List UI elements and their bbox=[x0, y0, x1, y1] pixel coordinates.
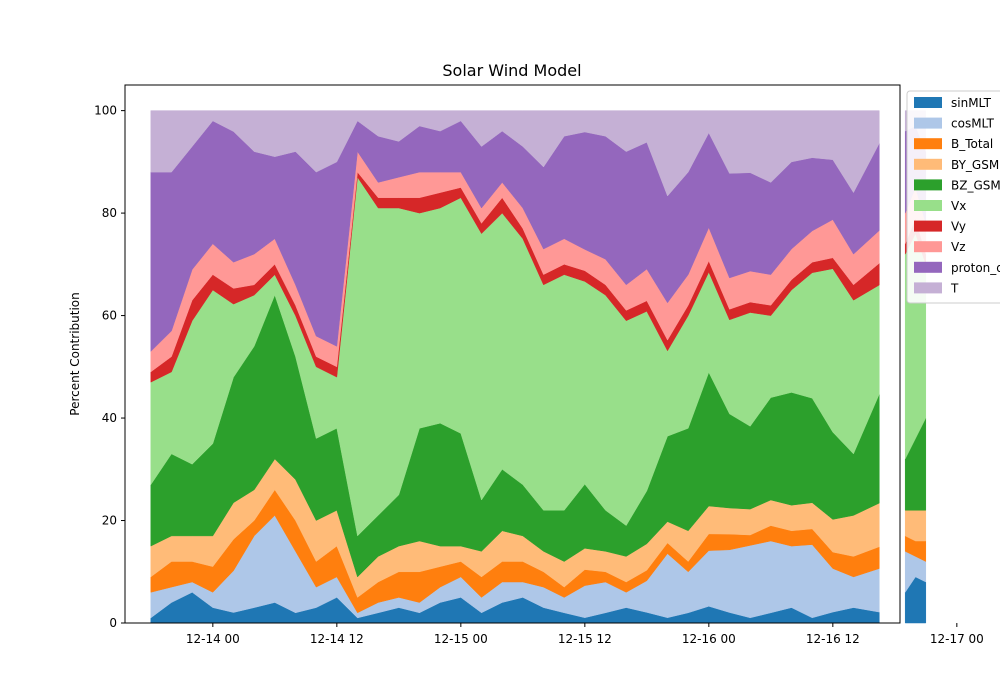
legend-label-Vy: Vy bbox=[951, 220, 966, 234]
y-tick-label-60: 60 bbox=[102, 309, 117, 323]
chart-title: Solar Wind Model bbox=[442, 61, 581, 80]
x-tick-label-5: 12-16 12 bbox=[806, 632, 860, 646]
legend-label-proton_density: proton_density bbox=[951, 261, 1000, 275]
legend: sinMLT cosMLT B_Total BY_GSM BZ_GSM Vx Vy Vz pro… bbox=[906, 90, 1000, 304]
y-axis: 0 20 40 60 80 100 bbox=[94, 104, 125, 630]
area-T-segment-0 bbox=[150, 110, 880, 197]
legend-label-Vz: Vz bbox=[951, 240, 966, 254]
legend-label-Vx: Vx bbox=[951, 199, 966, 213]
y-tick-label-0: 0 bbox=[109, 616, 117, 630]
y-tick-label-100: 100 bbox=[94, 104, 117, 118]
legend-label-BY_GSM: BY_GSM bbox=[951, 158, 999, 172]
legend-swatch-sinMLT bbox=[914, 97, 942, 108]
legend-label-sinMLT: sinMLT bbox=[951, 96, 992, 110]
y-axis-label: Percent Contribution bbox=[68, 292, 82, 415]
legend-label-B_Total: B_Total bbox=[951, 137, 993, 151]
legend-swatch-proton_density bbox=[914, 261, 942, 273]
x-tick-label-3: 12-15 12 bbox=[558, 632, 612, 646]
legend-swatch-Vx bbox=[914, 200, 942, 211]
x-tick-label-0: 12-14 00 bbox=[186, 632, 240, 646]
x-tick-label-4: 12-16 00 bbox=[682, 632, 736, 646]
legend-swatch-Vz bbox=[914, 241, 942, 253]
legend-swatch-cosMLT bbox=[914, 117, 942, 129]
legend-swatch-BY_GSM bbox=[914, 158, 942, 170]
stacked-areas bbox=[150, 110, 927, 624]
x-axis: 12-14 00 12-14 12 12-15 00 12-15 12 12-16 00… bbox=[186, 623, 984, 646]
y-tick-label-80: 80 bbox=[102, 206, 117, 220]
y-tick-label-20: 20 bbox=[102, 514, 117, 528]
legend-swatch-B_Total bbox=[914, 138, 942, 150]
area-BY_GSM-segment-1 bbox=[904, 510, 927, 542]
legend-label-cosMLT: cosMLT bbox=[951, 117, 995, 131]
x-tick-label-6: 12-17 00 bbox=[930, 632, 984, 646]
legend-swatch-BZ_GSM bbox=[914, 179, 942, 191]
x-tick-label-2: 12-15 00 bbox=[434, 632, 488, 646]
legend-swatch-T bbox=[914, 282, 942, 294]
plot-frame bbox=[124, 84, 901, 624]
y-tick-label-40: 40 bbox=[102, 411, 117, 425]
legend-label-T: T bbox=[950, 281, 959, 295]
legend-swatch-Vy bbox=[914, 220, 942, 232]
legend-label-BZ_GSM: BZ_GSM bbox=[951, 178, 1000, 192]
x-tick-label-1: 12-14 12 bbox=[310, 632, 364, 646]
